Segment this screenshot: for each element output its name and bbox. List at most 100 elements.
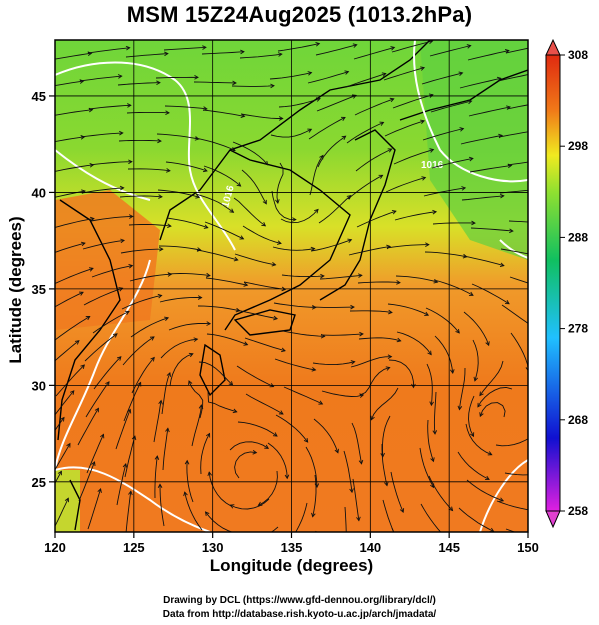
streamline <box>80 132 123 138</box>
streamline-arrow <box>344 70 350 75</box>
streamline-arrow <box>69 390 75 395</box>
streamline <box>349 310 392 313</box>
streamline <box>258 470 278 506</box>
streamline-arrow <box>466 44 472 49</box>
streamline-arrow <box>499 193 505 199</box>
streamline-arrow <box>427 350 432 356</box>
streamline <box>426 363 433 406</box>
streamline-arrow <box>430 457 435 463</box>
streamline-arrow <box>125 45 131 51</box>
streamline <box>161 372 171 415</box>
streamline <box>231 85 275 87</box>
streamline-arrow <box>543 43 547 47</box>
streamline <box>457 451 490 480</box>
streamline-arrow <box>352 43 358 48</box>
streamline <box>274 358 316 371</box>
streamline-arrow <box>583 104 587 108</box>
streamline <box>128 224 171 227</box>
streamline-arrow <box>442 534 446 538</box>
streamline-arrow <box>167 223 172 229</box>
streamline <box>184 491 203 531</box>
streamline-arrow <box>207 471 213 477</box>
x-tick-label: 120 <box>44 540 66 555</box>
streamline-arrow <box>396 337 402 343</box>
streamline <box>281 274 324 278</box>
streamline <box>467 50 509 61</box>
streamline <box>55 136 85 143</box>
streamline-arrow <box>388 309 393 315</box>
streamline-arrow <box>314 208 319 214</box>
streamline <box>269 72 312 80</box>
streamline <box>434 335 454 374</box>
streamline-arrow <box>239 235 245 240</box>
streamline <box>159 297 202 303</box>
streamline-arrow <box>156 80 161 86</box>
streamline-arrow <box>420 66 426 71</box>
streamline <box>125 53 168 58</box>
streamline <box>55 316 90 341</box>
streamline <box>86 434 104 474</box>
streamline-arrow <box>509 228 514 234</box>
streamline <box>125 491 132 532</box>
streamline <box>159 484 165 527</box>
streamline-arrow <box>97 488 102 493</box>
streamline <box>429 45 471 57</box>
temperature-field: 1016 1016 <box>55 40 588 538</box>
streamline-arrow <box>252 449 258 455</box>
streamline <box>158 245 201 251</box>
x-tick-label: 145 <box>438 540 460 555</box>
streamline-arrow <box>432 430 438 435</box>
streamline-arrow <box>469 432 475 438</box>
streamline <box>320 333 364 336</box>
colorbar-max-arrow <box>545 38 561 56</box>
streamline <box>350 356 392 368</box>
streamline-arrow <box>197 295 203 300</box>
streamline-arrow <box>193 337 199 342</box>
streamline <box>498 131 528 138</box>
streamline <box>425 307 460 334</box>
streamline <box>321 390 364 397</box>
streamline <box>505 47 528 54</box>
streamline-arrow <box>457 405 463 411</box>
streamline <box>343 450 353 493</box>
streamline <box>430 100 472 113</box>
streamline <box>466 479 504 502</box>
streamline <box>277 43 320 52</box>
streamline-arrow <box>310 246 316 252</box>
streamline <box>278 98 321 108</box>
streamline <box>55 340 80 362</box>
streamline <box>160 338 198 359</box>
streamline <box>280 209 319 224</box>
streamline-arrow <box>584 162 588 166</box>
streamline-arrow <box>505 300 510 305</box>
streamline <box>386 244 429 249</box>
colorbar-tick-label: 308 <box>568 48 588 62</box>
streamline <box>55 80 84 87</box>
streamline-arrow <box>461 186 467 191</box>
streamline <box>428 475 453 511</box>
streamline <box>55 164 94 172</box>
streamline <box>423 187 466 197</box>
page-title: MSM 15Z24Aug2025 (1013.2hPa) <box>126 2 473 27</box>
x-axis-label: Longitude (degrees) <box>209 556 374 575</box>
streamline <box>89 161 132 166</box>
streamline-arrow <box>459 127 465 132</box>
streamline <box>382 415 391 457</box>
streamline-arrow <box>278 410 284 415</box>
streamline <box>315 44 357 56</box>
streamline <box>468 106 511 117</box>
streamline <box>117 82 160 86</box>
streamline-arrow <box>334 448 339 454</box>
streamline <box>55 52 92 60</box>
streamline <box>244 337 286 352</box>
streamline-arrow <box>378 174 384 179</box>
streamline <box>384 120 425 137</box>
streamline <box>356 210 397 228</box>
streamline <box>164 105 207 110</box>
streamline-arrow <box>573 76 577 80</box>
streamline <box>344 506 347 532</box>
streamline <box>354 98 394 116</box>
streamline <box>81 187 124 194</box>
streamline <box>471 283 510 305</box>
streamline <box>121 294 162 310</box>
